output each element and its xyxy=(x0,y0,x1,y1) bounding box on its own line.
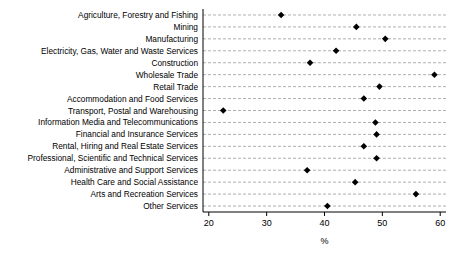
dot xyxy=(373,131,380,138)
category-label: Information Media and Telecommunications xyxy=(38,117,198,127)
grid-line xyxy=(203,38,446,39)
grid-line xyxy=(203,122,446,123)
category-label: Mining xyxy=(174,22,199,32)
grid-line xyxy=(203,170,446,171)
category-label: Health Care and Social Assistance xyxy=(71,177,199,187)
category-label: Accommodation and Food Services xyxy=(67,94,198,104)
dot xyxy=(372,119,379,126)
x-tick xyxy=(208,212,209,216)
grid-line xyxy=(203,158,446,159)
category-label: Administrative and Support Services xyxy=(64,165,198,175)
x-tick-label: 60 xyxy=(435,218,445,228)
x-tick-label: 20 xyxy=(204,218,214,228)
grid-line xyxy=(203,62,446,63)
category-label: Agriculture, Forestry and Fishing xyxy=(78,10,198,20)
dot xyxy=(352,179,359,186)
dot xyxy=(376,83,383,90)
category-label: Construction xyxy=(151,58,198,68)
category-label: Transport, Postal and Warehousing xyxy=(68,106,198,116)
dot xyxy=(220,107,227,114)
dot xyxy=(307,59,314,66)
dot xyxy=(333,47,340,54)
dot xyxy=(361,143,368,150)
category-label: Retail Trade xyxy=(153,82,198,92)
x-tick xyxy=(324,212,325,216)
dot xyxy=(413,191,420,198)
x-tick xyxy=(266,212,267,216)
grid-line xyxy=(203,110,446,111)
x-tick xyxy=(382,212,383,216)
x-tick-label: 30 xyxy=(262,218,272,228)
grid-line xyxy=(203,134,446,135)
category-label: Rental, Hiring and Real Estate Services xyxy=(52,141,198,151)
category-label: Financial and Insurance Services xyxy=(76,129,198,139)
grid-line xyxy=(203,194,446,195)
grid-line xyxy=(203,14,446,15)
y-axis xyxy=(203,9,204,212)
dot xyxy=(304,167,311,174)
grid-line xyxy=(203,26,446,27)
dot xyxy=(353,24,360,31)
grid-line xyxy=(203,74,446,75)
grid-line xyxy=(203,182,446,183)
grid-line xyxy=(203,86,446,87)
category-label: Professional, Scientific and Technical S… xyxy=(28,153,198,163)
category-label: Wholesale Trade xyxy=(136,70,199,80)
grid-line xyxy=(203,50,446,51)
grid-line xyxy=(203,146,446,147)
dot xyxy=(382,36,389,43)
x-tick-label: 40 xyxy=(319,218,329,228)
category-label: Arts and Recreation Services xyxy=(91,189,198,199)
x-axis-label: % xyxy=(320,236,328,246)
dot xyxy=(373,155,380,162)
category-label: Manufacturing xyxy=(145,34,198,44)
marks xyxy=(220,12,438,210)
x-tick-label: 50 xyxy=(377,218,387,228)
dot xyxy=(324,203,331,210)
dot xyxy=(431,71,438,78)
category-label: Other Services xyxy=(143,201,198,211)
chart: Agriculture, Forestry and Fishing Mining M… xyxy=(0,0,454,265)
dot xyxy=(361,95,368,102)
x-tick xyxy=(440,212,441,216)
dot xyxy=(278,12,285,19)
category-label: Electricity, Gas, Water and Waste Servic… xyxy=(41,46,198,56)
grid-line xyxy=(203,98,446,99)
